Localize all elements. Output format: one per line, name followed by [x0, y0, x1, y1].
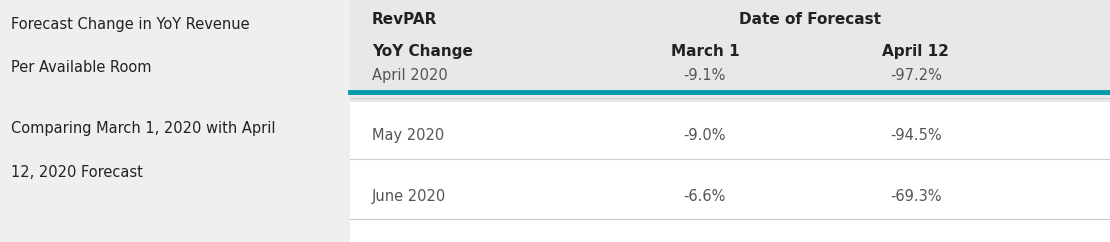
Bar	[350, 0, 1110, 242]
Text: May 2020: May 2020	[372, 128, 444, 143]
Text: 12, 2020 Forecast: 12, 2020 Forecast	[11, 165, 143, 180]
Text: -6.6%: -6.6%	[684, 189, 726, 204]
Text: April 12: April 12	[882, 44, 949, 59]
Bar	[350, 0, 1110, 102]
Text: Per Available Room: Per Available Room	[11, 60, 152, 76]
Text: Forecast Change in YoY Revenue: Forecast Change in YoY Revenue	[11, 17, 250, 32]
Text: -97.2%: -97.2%	[890, 68, 941, 83]
Text: Comparing March 1, 2020 with April: Comparing March 1, 2020 with April	[11, 121, 275, 136]
Text: April 2020: April 2020	[372, 68, 447, 83]
Text: -94.5%: -94.5%	[890, 128, 941, 143]
Text: -69.3%: -69.3%	[890, 189, 941, 204]
Text: RevPAR: RevPAR	[372, 12, 437, 27]
Text: -9.0%: -9.0%	[684, 128, 726, 143]
Text: -9.1%: -9.1%	[684, 68, 726, 83]
Text: June 2020: June 2020	[372, 189, 446, 204]
Text: Date of Forecast: Date of Forecast	[739, 12, 881, 27]
Text: March 1: March 1	[670, 44, 739, 59]
Text: YoY Change: YoY Change	[372, 44, 473, 59]
